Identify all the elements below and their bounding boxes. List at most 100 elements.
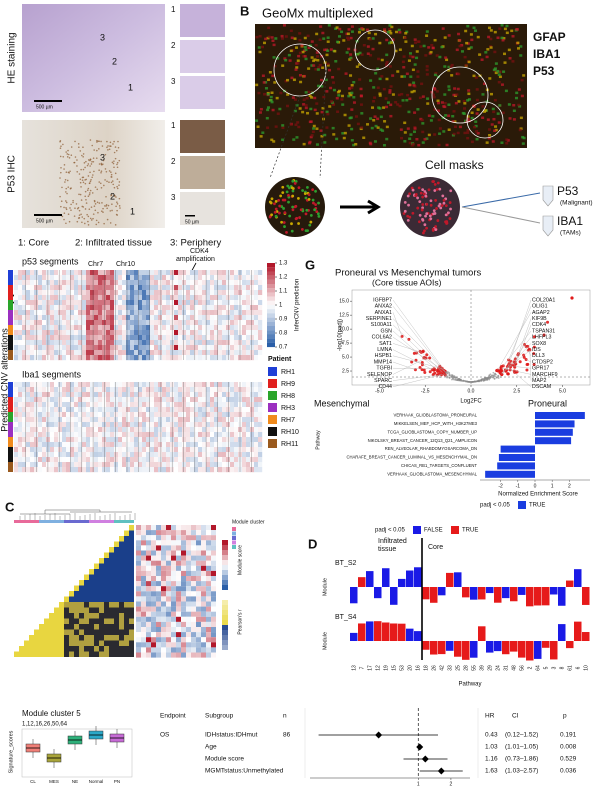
ihc-stain (111, 180, 114, 182)
corr-cell (129, 607, 134, 613)
table-cell: 1.63 (485, 768, 498, 775)
cnv-cell (134, 295, 139, 301)
corr-cell (94, 585, 99, 591)
cell (403, 209, 407, 213)
corr-cell (44, 640, 49, 646)
signal (291, 96, 295, 99)
cnv-cell (54, 350, 59, 356)
label-line (392, 330, 438, 371)
bar (498, 454, 535, 461)
ihc-stain (113, 186, 116, 189)
score-cell (211, 616, 216, 622)
score-cell (201, 637, 206, 643)
cnv-cell (178, 467, 183, 473)
cnv-cell (74, 275, 79, 281)
score-cell (206, 550, 211, 556)
signal (380, 58, 384, 62)
cnv-cell (14, 412, 19, 418)
cnv-cell (202, 397, 207, 403)
cnv-cell (82, 437, 87, 443)
signal (466, 99, 470, 102)
panel-letter: D (308, 536, 317, 551)
cnv-cell (50, 325, 55, 331)
cnv-cell (26, 387, 31, 393)
ihc-stain (116, 185, 118, 188)
signal (474, 76, 478, 79)
signal (318, 38, 322, 42)
signal (520, 94, 524, 98)
cnv-cell (78, 452, 83, 458)
cnv-cell (98, 462, 103, 468)
cnv-cell (142, 437, 147, 443)
x-tick-label: 6 (575, 666, 581, 669)
signal (463, 102, 467, 105)
ihc-stain (113, 166, 115, 169)
cnv-cell (126, 437, 131, 443)
cnv-cell (138, 280, 143, 286)
gene-label: SELENOP (367, 372, 392, 378)
signal (286, 93, 290, 96)
cell (308, 223, 312, 227)
signal (405, 30, 409, 34)
cnv-cell (182, 457, 187, 463)
cnv-cell (82, 340, 87, 346)
cnv-cell (86, 285, 91, 291)
cnv-cell (246, 280, 251, 286)
signal (449, 65, 453, 68)
cnv-cell (206, 340, 211, 346)
cnv-cell (14, 335, 19, 341)
corr-cell (114, 563, 119, 569)
signal (388, 91, 392, 94)
ihc-stain (69, 170, 71, 173)
cnv-cell (246, 387, 251, 393)
cnv-cell (154, 402, 159, 408)
pathway-label: VERHAAK_GLIOBLASTOMA_PRONEURAL (394, 413, 478, 418)
cnv-cell (46, 280, 51, 286)
cnv-cell (110, 402, 115, 408)
score-cell (141, 530, 146, 536)
cnv-cell (122, 457, 127, 463)
cnv-cell (126, 387, 131, 393)
signal (372, 119, 376, 122)
score-cell (181, 530, 186, 536)
cnv-cell (114, 310, 119, 316)
cnv-cell (206, 355, 211, 361)
colorbar (267, 279, 275, 285)
cnv-cell (214, 335, 219, 341)
cell (309, 213, 313, 217)
cnv-cell (146, 392, 151, 398)
cnv-cell (254, 290, 259, 296)
signal (293, 98, 297, 101)
cnv-cell (194, 382, 199, 388)
panel-letter: G (305, 257, 315, 272)
cnv-cell (90, 412, 95, 418)
cnv-cell (90, 407, 95, 413)
cnv-cell (134, 402, 139, 408)
signal (437, 101, 441, 105)
signal (309, 120, 313, 123)
corr-cell (49, 624, 54, 630)
cnv-cell (138, 407, 143, 413)
cnv-cell (78, 290, 83, 296)
cnv-cell (138, 432, 143, 438)
cnv-cell (142, 422, 147, 428)
score-cell (171, 591, 176, 597)
cnv-cell (42, 275, 47, 281)
y-tick-label: 7.5 (342, 340, 349, 346)
cnv-cell (130, 407, 135, 413)
signal (463, 131, 467, 135)
ihc-stain (115, 205, 117, 208)
signal (469, 46, 473, 49)
corr-cell (69, 591, 74, 597)
x-tick-label: -1 (516, 483, 521, 489)
gene-point (493, 374, 496, 377)
cnv-cell (38, 270, 43, 276)
cell (297, 186, 301, 190)
signal (272, 140, 276, 143)
cnv-cell (58, 402, 63, 408)
cnv-cell (166, 407, 171, 413)
cnv-cell (178, 270, 183, 276)
cnv-cell (58, 387, 63, 393)
cnv-cell (162, 300, 167, 306)
ihc-stain (68, 157, 71, 159)
